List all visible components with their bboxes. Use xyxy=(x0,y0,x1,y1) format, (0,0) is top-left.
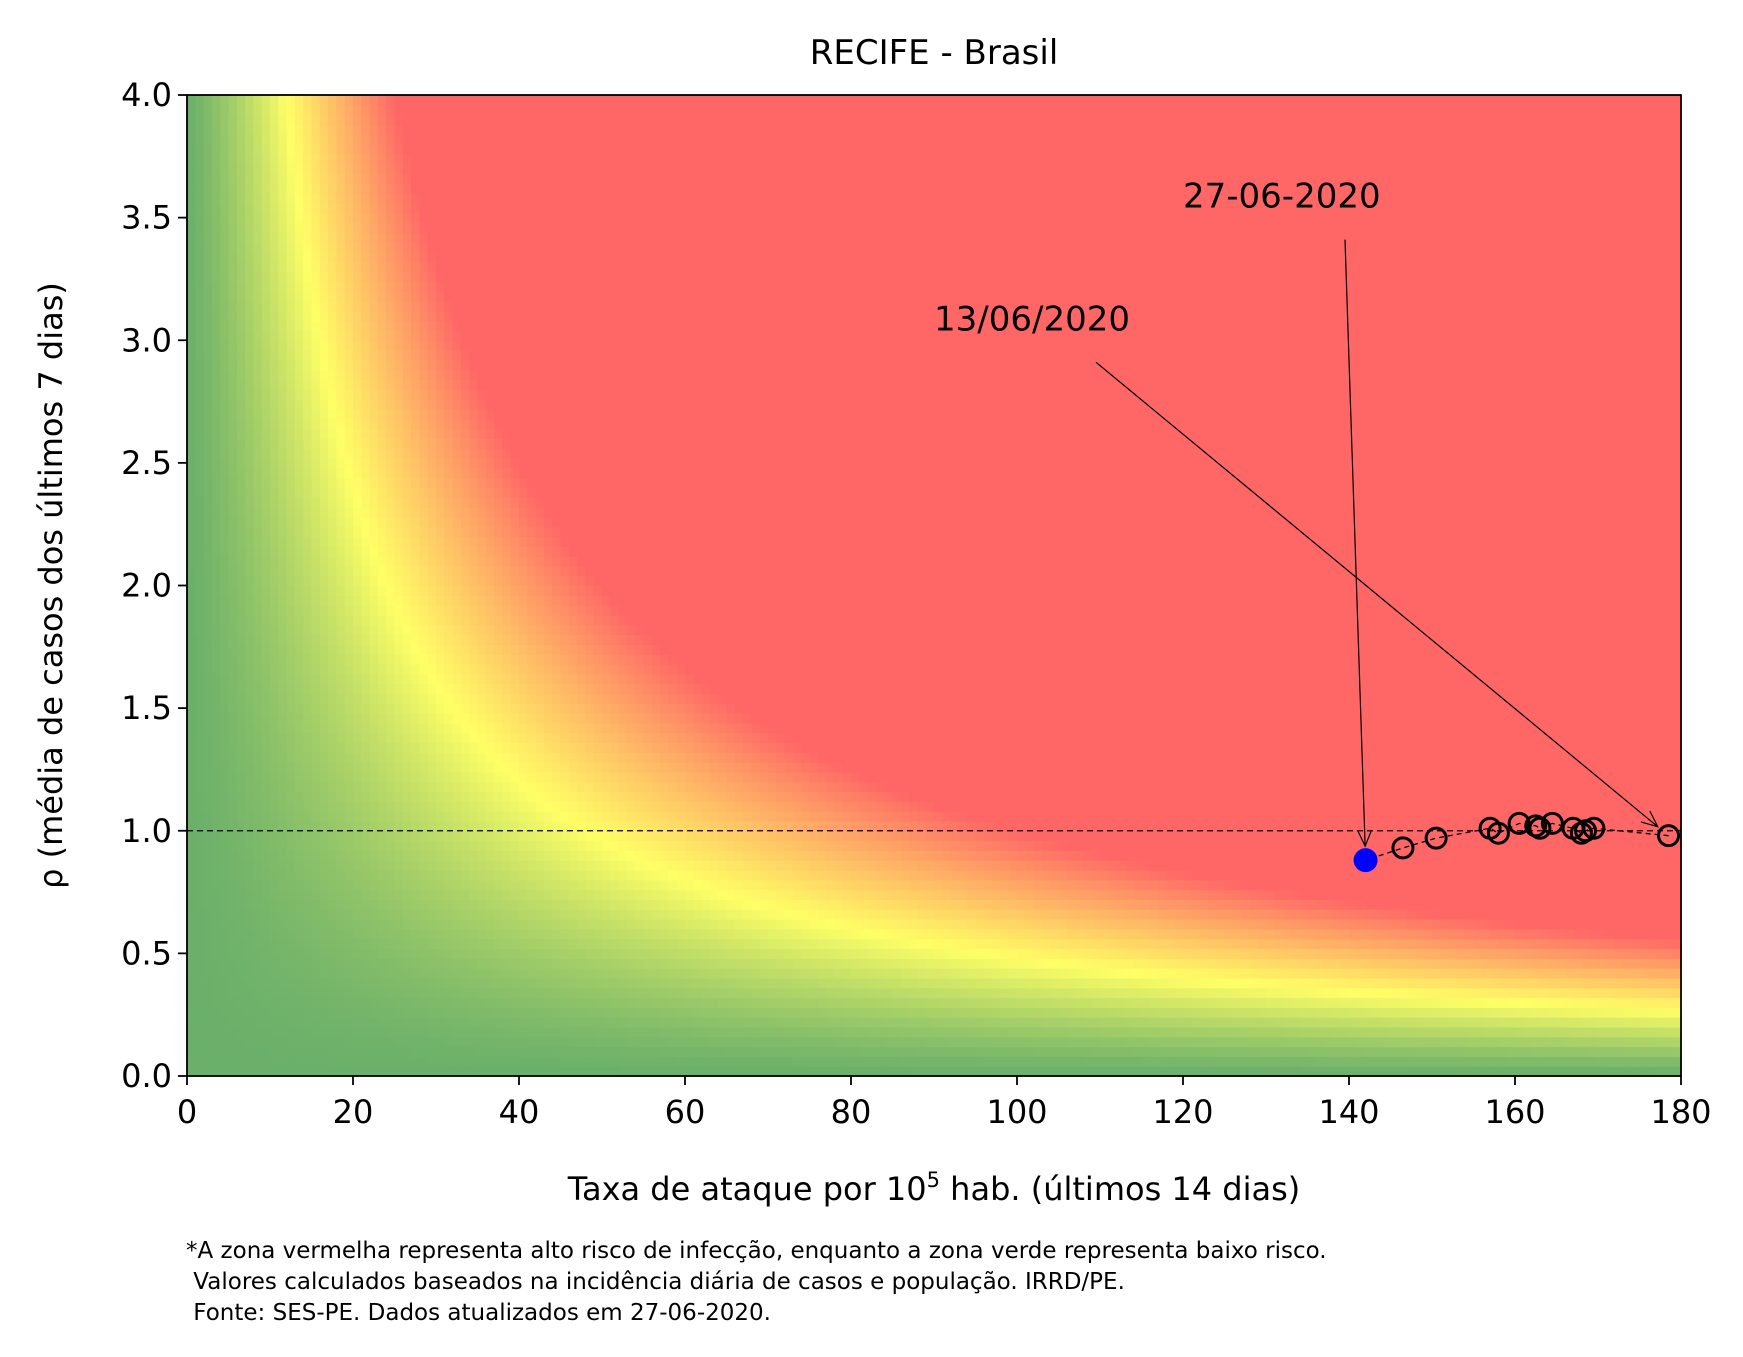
x-tick-label: 80 xyxy=(831,1093,872,1131)
annotation-label: 13/06/2020 xyxy=(934,299,1130,339)
y-axis: 0.0 0.5 1.0 1.5 2.0 2.5 3.0 3.5 4.0 xyxy=(121,76,187,1095)
y-tick-label: 2.0 xyxy=(121,567,172,605)
footnote: *A zona vermelha representa alto risco d… xyxy=(186,1236,1327,1329)
x-tick-label: 20 xyxy=(333,1093,374,1131)
x-tick-label: 120 xyxy=(1152,1093,1213,1131)
y-axis-label: ρ (média de casos dos últimos 7 dias) xyxy=(32,282,70,889)
y-tick-label: 0.5 xyxy=(121,934,172,972)
x-tick-label: 100 xyxy=(986,1093,1047,1131)
x-axis: 0 20 40 60 80 100 120 140 160 180 xyxy=(177,1076,1712,1131)
y-tick-label: 1.5 xyxy=(121,689,172,727)
x-tick-label: 40 xyxy=(499,1093,540,1131)
current-data-point xyxy=(1354,848,1378,872)
x-axis-label-main: Taxa de ataque por 10 xyxy=(567,1170,927,1208)
y-tick-label: 3.5 xyxy=(121,199,172,237)
chart-title: RECIFE - Brasil xyxy=(810,33,1059,73)
y-tick-label: 2.5 xyxy=(121,444,172,482)
x-tick-label: 0 xyxy=(177,1093,197,1131)
x-axis-label: Taxa de ataque por 105 hab. (últimos 14 … xyxy=(567,1168,1301,1208)
y-tick-label: 3.0 xyxy=(121,321,172,359)
y-tick-label: 1.0 xyxy=(121,812,172,850)
x-axis-label-rest: hab. (últimos 14 dias) xyxy=(940,1170,1300,1208)
annotation-label: 27-06-2020 xyxy=(1183,177,1381,217)
footnote-line: Valores calculados baseados na incidênci… xyxy=(186,1267,1327,1298)
x-tick-label: 160 xyxy=(1484,1093,1545,1131)
x-axis-label-exponent: 5 xyxy=(927,1168,940,1192)
y-tick-label: 0.0 xyxy=(121,1057,172,1095)
x-tick-label: 180 xyxy=(1650,1093,1711,1131)
x-tick-label: 60 xyxy=(665,1093,706,1131)
x-tick-label: 140 xyxy=(1318,1093,1379,1131)
footnote-line: *A zona vermelha representa alto risco d… xyxy=(186,1236,1327,1267)
y-tick-label: 4.0 xyxy=(121,76,172,114)
risk-heatmap xyxy=(187,95,1682,1077)
footnote-line: Fonte: SES-PE. Dados atualizados em 27-0… xyxy=(186,1298,1327,1329)
